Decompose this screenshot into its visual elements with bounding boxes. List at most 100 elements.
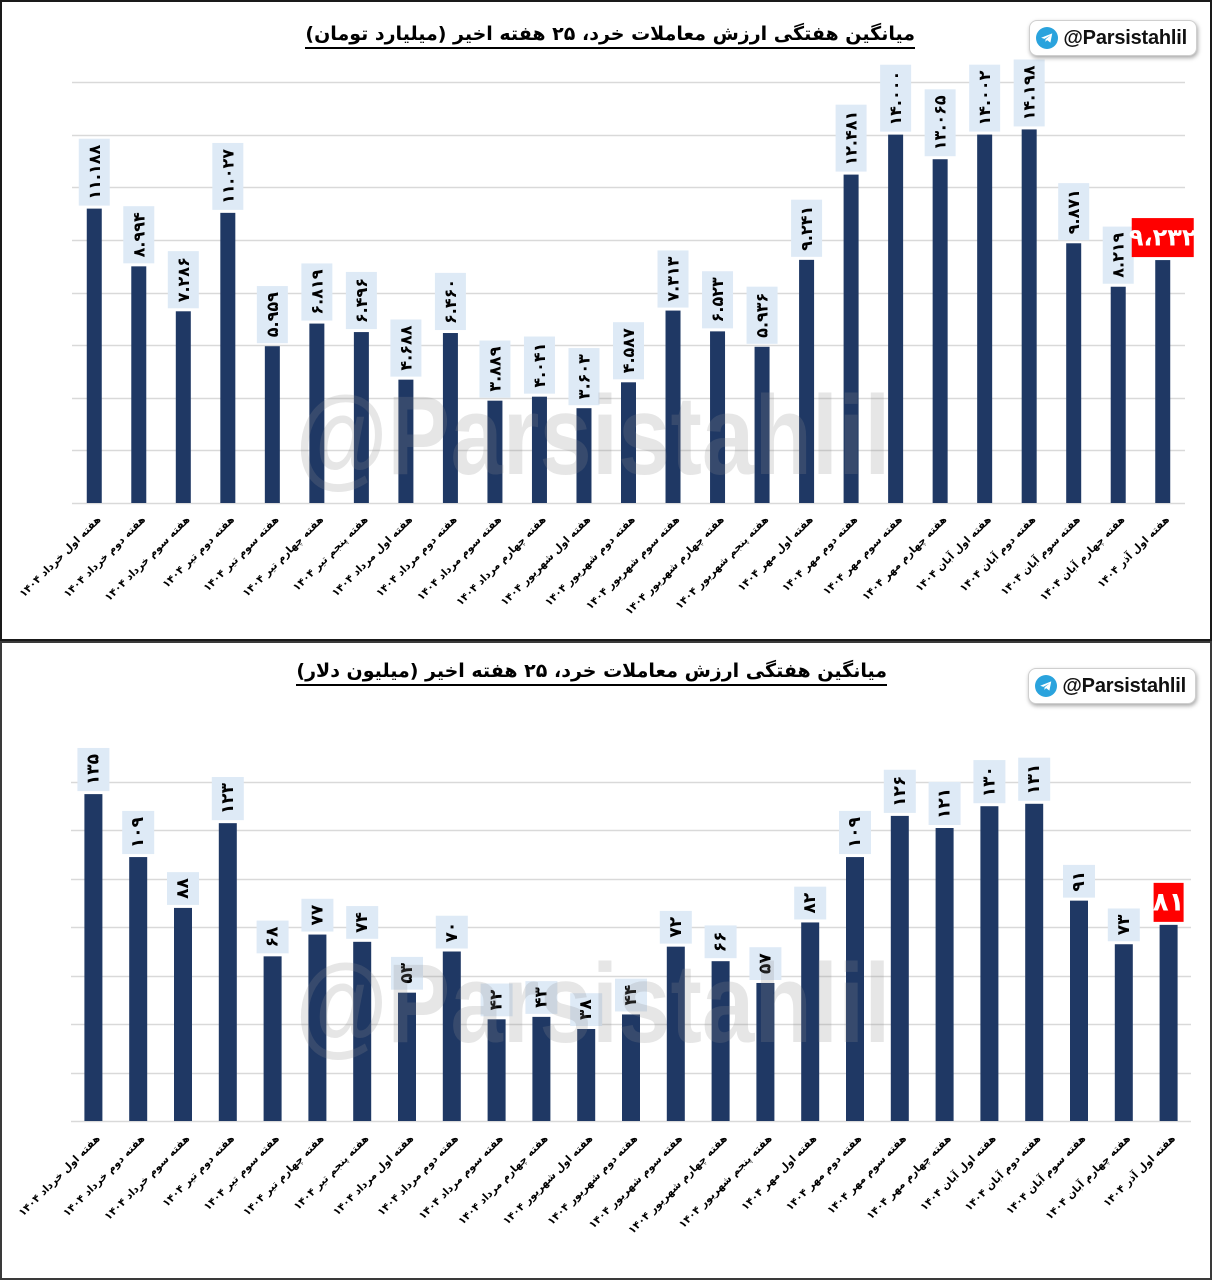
- value-label: ۱۳.۰۶۵: [931, 95, 950, 150]
- bar: [935, 828, 954, 1121]
- value-label-box: [345, 271, 377, 330]
- x-tick-label: هفته چهارم مهر ۱۴۰۴: [860, 514, 949, 603]
- x-tick-label: هفته اول آبان ۱۴۰۴: [917, 1132, 998, 1213]
- value-label: ۳.۸۸۹: [485, 346, 504, 391]
- value-label-box: [973, 760, 1006, 804]
- value-label: ۶.۵۲۳: [708, 277, 727, 322]
- bar: [353, 941, 372, 1121]
- x-tick-label: هفته دوم مرداد ۱۴۰۴: [375, 1133, 461, 1219]
- value-label: ۵.۹۳۶: [753, 293, 772, 338]
- x-tick-label: هفته اول خرداد ۱۴۰۴: [17, 514, 103, 600]
- bar: [756, 982, 775, 1121]
- x-tick-label: هفته اول خرداد ۱۴۰۴: [17, 1133, 103, 1219]
- x-tick-label: هفته چهارم مرداد ۱۴۰۴: [454, 514, 549, 609]
- value-label-box: [1018, 757, 1051, 801]
- bar: [487, 400, 503, 503]
- value-label: ۵۳: [397, 962, 417, 983]
- bar: [84, 794, 103, 1121]
- value-label: ۶۶: [711, 931, 731, 952]
- value-label: ۱۲۳: [218, 782, 238, 814]
- value-label-box: [390, 319, 422, 377]
- value-label-box: [480, 983, 513, 1017]
- value-label: ۶۸: [263, 926, 283, 947]
- x-tick-label: هفته پنجم تیر ۱۴۰۴: [292, 1133, 372, 1213]
- x-tick-label: هفته چهارم تیر ۱۴۰۴: [241, 514, 327, 600]
- x-tick-label: هفته اول شهریور ۱۴۰۴: [501, 1133, 596, 1228]
- highlight-value-label: ۹،۲۳۲: [1129, 224, 1197, 252]
- value-label: ۴۴: [621, 985, 641, 1006]
- value-label-box: [659, 910, 692, 944]
- x-tick-label: هفته سوم خرداد ۱۴۰۴: [102, 1133, 192, 1223]
- value-label: ۴۳: [531, 987, 551, 1008]
- value-label-box: [1058, 183, 1090, 241]
- value-label-box: [794, 886, 827, 920]
- value-label: ۶.۸۱۹: [307, 269, 326, 314]
- value-label-box: [746, 286, 778, 344]
- value-label: ۱۰۹: [845, 816, 865, 848]
- x-tick-label: هفته اول مهر ۱۴۰۴: [739, 1133, 819, 1213]
- value-label: ۵.۹۵۹: [263, 292, 282, 337]
- value-label: ۱۴.۰۰۲: [975, 70, 994, 125]
- value-label: ۱۴.۱۹۸: [1020, 65, 1039, 120]
- value-label-box: [211, 777, 244, 821]
- telegram-handle: @Parsistahlil: [1062, 674, 1186, 697]
- bar: [888, 134, 904, 503]
- bar: [1070, 900, 1088, 1121]
- value-label-box: [167, 251, 199, 309]
- x-tick-label: هفته اول شهریور ۱۴۰۴: [499, 514, 594, 609]
- x-tick-label: هفته اول مرداد ۱۴۰۴: [330, 514, 415, 599]
- bars: [86, 129, 1171, 504]
- value-label-box: [1013, 59, 1045, 127]
- value-label-box: [570, 993, 603, 1026]
- value-label: ۱۲۶: [890, 776, 910, 807]
- chart-panel-dollar: ۱۳۵ ۱۰۹ ۸۸ ۱۲۳ ۶۸ ۷۷ ۷۴ ۵۳ ۷۰ ۴۲ ۴۳ ۳۸ ۴۴ ۷۲ ۶۶ ۵۷ ۸۲ ۱۰۹…: [0, 641, 1212, 1280]
- bar: [665, 310, 681, 503]
- bar: [174, 907, 192, 1121]
- bar: [218, 823, 237, 1121]
- value-label: ۷۳: [1114, 914, 1134, 935]
- value-label: ۹.۲۴۱: [797, 206, 816, 251]
- value-label-box: [525, 981, 558, 1014]
- telegram-channel-badge[interactable]: @Parsistahlil: [1028, 668, 1196, 704]
- x-tick-label: هفته سوم شهریور ۱۴۰۴: [584, 514, 682, 612]
- value-label-box: [256, 286, 288, 344]
- value-label: ۴.۵۸۷: [619, 328, 638, 373]
- value-label: ۷.۳۱۳: [664, 256, 683, 301]
- value-label-box: [702, 271, 734, 329]
- value-label: ۸.۹۹۴: [129, 212, 148, 257]
- value-label: ۷۰: [442, 922, 462, 943]
- x-tick-label: هفته دوم خرداد ۱۴۰۴: [62, 514, 148, 600]
- value-label: ۶.۴۶۰: [441, 279, 460, 324]
- telegram-channel-badge[interactable]: @Parsistahlil: [1029, 20, 1197, 56]
- x-tick-label: هفته پنجم شهریور ۱۴۰۴: [677, 1133, 775, 1231]
- watermark: @Parsistahlil: [296, 941, 891, 1066]
- bar: [754, 346, 770, 503]
- value-label: ۴.۶۸۸: [396, 325, 415, 370]
- value-label: ۱۲.۴۸۱: [842, 111, 861, 166]
- value-label-box: [391, 956, 423, 990]
- x-tick-label: هفته چهارم آبان ۱۴۰۴: [1043, 1132, 1133, 1222]
- value-label-box: [839, 810, 871, 855]
- x-tick-label: هفته پنجم شهریور ۱۴۰۴: [673, 514, 771, 612]
- x-tick-label: هفته سوم تیر ۱۴۰۴: [201, 514, 281, 594]
- x-tick-label: هفته سوم مهر ۱۴۰۴: [825, 1133, 909, 1217]
- value-label: ۱۳۱: [1024, 764, 1044, 795]
- x-tick-label: هفته سوم مهر ۱۴۰۴: [821, 514, 905, 598]
- value-label: ۹۱: [1069, 871, 1089, 892]
- telegram-icon: [1036, 27, 1059, 49]
- bar: [263, 956, 282, 1121]
- bar-chart-toman: ۱۱.۱۸۸ ۸.۹۹۴ ۷.۲۸۶ ۱۱.۰۲۷ ۵.۹۵۹ ۶.۸۱۹ ۶.۴۹۶ ۴.۶…: [17, 59, 1197, 618]
- bar: [129, 857, 148, 1121]
- chart-panel-toman: ۱۱.۱۸۸ ۸.۹۹۴ ۷.۲۸۶ ۱۱.۰۲۷ ۵.۹۵۹ ۶.۸۱۹ ۶.۴۹۶ ۴.۶…: [0, 0, 1212, 641]
- value-label: ۱۱.۱۸۸: [85, 144, 104, 199]
- bar: [353, 332, 369, 503]
- value-label-box: [78, 138, 110, 206]
- value-label-box: [928, 781, 961, 826]
- value-label-box: [568, 348, 600, 406]
- bar: [487, 1019, 506, 1121]
- bar: [220, 212, 236, 504]
- bar: [577, 1028, 596, 1121]
- value-label-box: [704, 925, 737, 959]
